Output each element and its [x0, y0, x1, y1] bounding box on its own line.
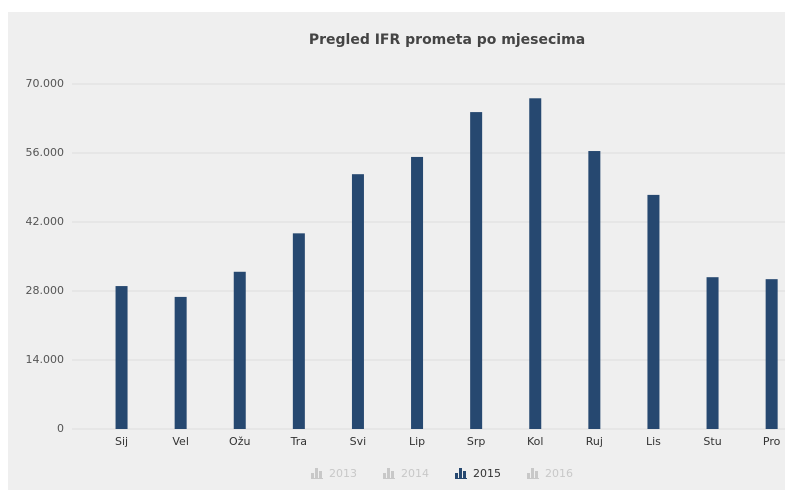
y-tick-label: 28.000	[26, 284, 65, 297]
legend-icon	[455, 478, 467, 479]
legend-icon	[315, 468, 318, 479]
x-tick-label: Svi	[350, 435, 367, 448]
x-tick-label: Sij	[115, 435, 128, 448]
x-tick-label: Kol	[527, 435, 543, 448]
bar	[470, 112, 483, 429]
bar	[647, 194, 660, 429]
legend-item: 2014	[383, 467, 429, 480]
legend-icon	[455, 473, 458, 479]
x-tick-label: Ožu	[229, 435, 250, 448]
legend-item: 2015	[455, 467, 501, 480]
legend-item: 2013	[311, 467, 357, 480]
legend-icon	[459, 468, 462, 479]
legend-icon	[527, 478, 539, 479]
legend-icon	[383, 473, 386, 479]
x-tick-label: Stu	[703, 435, 721, 448]
bar	[588, 151, 601, 429]
legend-label: 2013	[329, 467, 357, 480]
x-tick-label: Vel	[172, 435, 189, 448]
y-tick-label: 56.000	[26, 146, 65, 159]
legend-icon	[391, 471, 394, 479]
x-tick-label: Tra	[290, 435, 307, 448]
legend-icon	[527, 473, 530, 479]
bar	[115, 286, 128, 429]
legend-label: 2015	[473, 467, 501, 480]
y-tick-label: 14.000	[26, 353, 65, 366]
x-tick-label: Lis	[646, 435, 661, 448]
legend-icon	[319, 471, 322, 479]
legend-icon	[383, 478, 395, 479]
bar	[233, 271, 246, 429]
legend-label: 2014	[401, 467, 429, 480]
bar	[529, 98, 542, 430]
legend-icon	[535, 471, 538, 479]
legend-icon	[387, 468, 390, 479]
x-tick-label: Ruj	[586, 435, 603, 448]
bar	[292, 233, 305, 429]
legend-icon	[311, 473, 314, 479]
legend-icon	[531, 468, 534, 479]
bar	[706, 277, 719, 429]
legend-icon	[463, 471, 466, 479]
x-tick-label: Pro	[763, 435, 781, 448]
bar	[411, 156, 424, 429]
x-tick-label: Lip	[409, 435, 425, 448]
x-tick-label: Srp	[467, 435, 486, 448]
y-tick-label: 42.000	[26, 215, 65, 228]
legend-item: 2016	[527, 467, 573, 480]
bar	[174, 296, 187, 429]
bar	[765, 279, 778, 429]
y-tick-label: 70.000	[26, 77, 65, 90]
legend-label: 2016	[545, 467, 573, 480]
legend-icon	[311, 478, 323, 479]
chart-title: Pregled IFR prometa po mjesecima	[309, 32, 585, 48]
y-tick-label: 0	[57, 422, 64, 435]
bar	[351, 174, 364, 429]
